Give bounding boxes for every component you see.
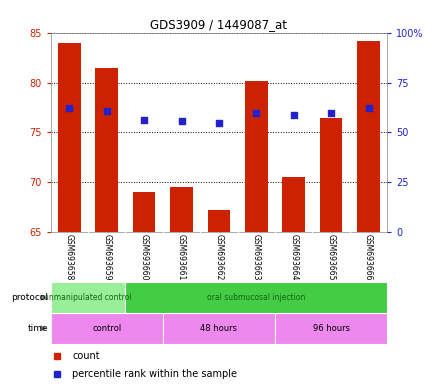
Text: GSM693666: GSM693666 [364,234,373,281]
Point [66,104,73,111]
Point [141,116,148,122]
Point [290,111,297,118]
Point [327,109,335,116]
Text: GSM693663: GSM693663 [252,234,261,281]
Text: GSM693658: GSM693658 [65,234,74,280]
Point [103,108,110,114]
Bar [170,187,193,232]
Text: oral submucosal injection: oral submucosal injection [207,293,305,302]
Point [253,109,260,116]
Bar [208,210,230,232]
Text: GSM693662: GSM693662 [214,234,224,280]
Text: 96 hours: 96 hours [312,324,350,333]
Point [178,118,185,124]
Bar [51,313,163,344]
Text: protocol: protocol [11,293,48,302]
Bar [275,313,387,344]
Text: GSM693659: GSM693659 [102,234,111,281]
Bar [51,282,125,313]
Bar [125,282,387,313]
Text: percentile rank within the sample: percentile rank within the sample [73,369,238,379]
Text: 48 hours: 48 hours [200,324,238,333]
Bar [95,68,118,232]
Bar [320,118,342,232]
Text: GSM693661: GSM693661 [177,234,186,280]
Text: time: time [28,324,48,333]
Bar [245,81,268,232]
Point [365,104,372,111]
Text: count: count [73,351,100,361]
Bar [163,313,275,344]
Bar [282,177,305,232]
Text: GSM693665: GSM693665 [326,234,336,281]
Text: unmanipulated control: unmanipulated control [44,293,132,302]
Bar [58,43,81,232]
Text: GSM693664: GSM693664 [289,234,298,281]
Bar [133,192,155,232]
Text: control: control [92,324,121,333]
Bar [357,41,380,232]
Title: GDS3909 / 1449087_at: GDS3909 / 1449087_at [150,18,287,31]
Text: GSM693660: GSM693660 [139,234,149,281]
Point [216,121,223,127]
